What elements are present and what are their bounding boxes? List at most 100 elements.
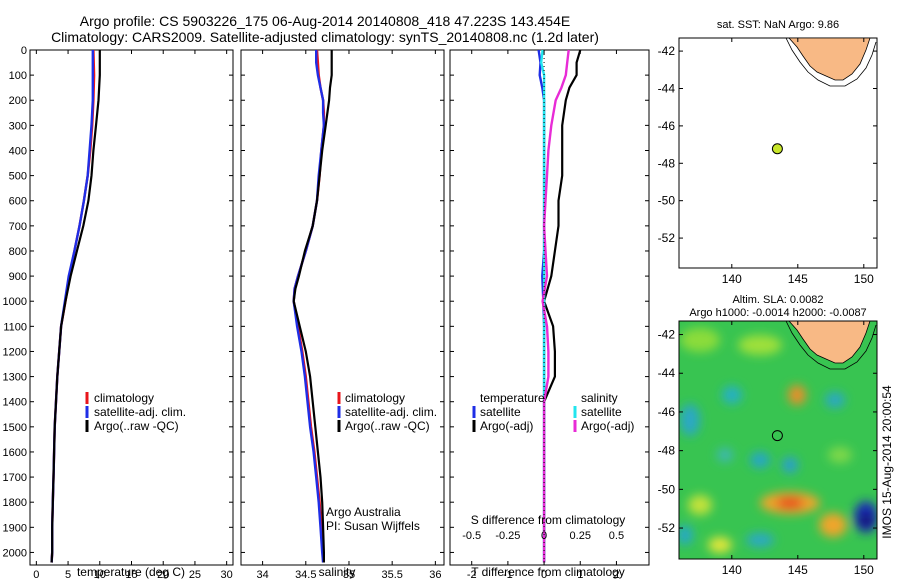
depth-tick-label: 1400 <box>3 397 27 409</box>
annotation-institution: Argo Australia <box>326 505 401 519</box>
top-tick-label: 0 <box>541 530 547 542</box>
x-tick-label: 0 <box>541 569 547 580</box>
difference-x-axis-label: T difference from climatology <box>471 565 625 579</box>
temperature-series-layer <box>50 49 101 563</box>
lat-tick-label: -44 <box>658 81 676 95</box>
x-tick-label: 0 <box>33 569 39 580</box>
x-tick-label: 36 <box>429 569 441 580</box>
depth-tick-label: 200 <box>9 95 27 107</box>
legend-label-temp-argo: Argo(-adj) <box>480 419 533 433</box>
salinity-x-axis-label: salinity <box>319 565 356 579</box>
salinity-series-layer <box>292 49 333 563</box>
x-tick-label: 10 <box>94 569 106 580</box>
top-tick-label: -0.25 <box>495 530 520 542</box>
lon-tick-label: 150 <box>854 272 874 286</box>
lat-tick-label: -52 <box>658 231 676 245</box>
x-tick-label: 30 <box>221 569 233 580</box>
legend-label-satellite: satellite-adj. clim. <box>94 405 186 419</box>
sst-coastline-contour <box>785 38 877 87</box>
depth-tick-label: 700 <box>9 221 27 233</box>
annotation-pi: PI: Susan Wijffels <box>326 519 420 533</box>
lat-tick-label: -42 <box>658 44 676 58</box>
top-tick-label: -0.5 <box>462 530 481 542</box>
depth-tick-label: 600 <box>9 196 27 208</box>
lat-tick-label: -46 <box>658 405 676 419</box>
lat-tick-label: -50 <box>658 194 676 208</box>
legend-header-salinity: salinity <box>581 391 618 405</box>
series-line-salinity-argo-adj- <box>541 49 570 563</box>
lat-tick-label: -48 <box>658 444 676 458</box>
sla-anomaly <box>717 448 733 462</box>
temperature-legend: climatology satellite-adj. clim. Argo(..… <box>85 391 186 433</box>
argo-float-marker <box>771 143 783 155</box>
sla-coastline-contour <box>785 321 877 370</box>
legend-label-argo: Argo(..raw -QC) <box>94 419 179 433</box>
depth-tick-label: 1900 <box>3 522 27 534</box>
series-line-argo-raw-qc- <box>292 50 333 563</box>
x-tick-label: 35.5 <box>381 569 402 580</box>
x-tick-label: 1 <box>577 569 583 580</box>
legend-label-climatology: climatology <box>94 391 154 405</box>
depth-tick-label: 1800 <box>3 497 27 509</box>
legend-label-climatology: climatology <box>345 391 405 405</box>
x-tick-label: 15 <box>125 569 137 580</box>
legend-header-temperature: temperature <box>480 391 545 405</box>
timestamp-side-label: IMOS 15-Aug-2014 20:00:54 <box>880 385 894 539</box>
lat-tick-label: -52 <box>658 521 676 535</box>
depth-tick-label: 1600 <box>3 447 27 459</box>
sla-anomaly <box>679 525 693 545</box>
x-tick-label: 20 <box>157 569 169 580</box>
legend-label-argo: Argo(..raw -QC) <box>345 419 430 433</box>
x-tick-label: -1 <box>503 569 513 580</box>
top-tick-label: 0.25 <box>570 530 591 542</box>
sla-anomaly <box>708 537 732 553</box>
argo-float-marker <box>771 430 783 442</box>
legend-label-sal-argo: Argo(-adj) <box>581 419 634 433</box>
depth-tick-label: 2000 <box>3 547 27 559</box>
sla-anomaly <box>819 513 847 537</box>
salinity-plot-area <box>240 49 445 566</box>
axes-layer: 0100200300400500600700800900100011001200… <box>3 45 649 580</box>
sla-map-plot-area <box>678 320 878 560</box>
depth-tick-label: 1300 <box>3 372 27 384</box>
sla-anomaly <box>738 335 782 355</box>
depth-tick-label: 500 <box>9 171 27 183</box>
sla-anomaly <box>688 495 712 515</box>
legend-label-satellite: satellite-adj. clim. <box>345 405 437 419</box>
sst-map-title: sat. SST: NaN Argo: 9.86 <box>717 19 839 31</box>
lon-tick-label: 140 <box>722 563 742 577</box>
lat-tick-label: -50 <box>658 482 676 496</box>
lon-tick-label: 140 <box>722 272 742 286</box>
depth-tick-label: 400 <box>9 145 27 157</box>
difference-plot-area <box>449 49 650 566</box>
depth-tick-label: 900 <box>9 271 27 283</box>
depth-tick-label: 0 <box>21 45 27 57</box>
sla-anomaly <box>782 457 798 473</box>
depth-tick-label: 1700 <box>3 472 27 484</box>
difference-top-axis-label: S difference from climatology <box>471 513 626 527</box>
depth-tick-label: 800 <box>9 246 27 258</box>
sla-anomaly <box>776 497 804 509</box>
depth-tick-label: 1100 <box>3 321 27 333</box>
sla-anomaly <box>750 452 770 468</box>
sla-map-title-line2: Argo h1000: -0.0014 h2000: -0.0087 <box>689 307 866 319</box>
x-tick-label: 35 <box>343 569 355 580</box>
sla-map: Altim. SLA: 0.0082 Argo h1000: -0.0014 h… <box>658 294 878 577</box>
sla-land-tasmania <box>788 321 871 364</box>
salinity-legend: climatology satellite-adj. clim. Argo(..… <box>326 391 437 533</box>
depth-tick-label: 1200 <box>3 346 27 358</box>
sla-anomaly <box>788 385 806 405</box>
lon-tick-label: 145 <box>788 272 808 286</box>
chart-title-line2: Climatology: CARS2009. Satellite-adjuste… <box>51 29 599 45</box>
sla-anomaly <box>828 447 852 463</box>
depth-tick-label: 1500 <box>3 422 27 434</box>
sla-anomaly <box>746 533 774 547</box>
lon-tick-label: 150 <box>854 563 874 577</box>
sst-land-tasmania <box>788 38 871 81</box>
depth-tick-label: 100 <box>9 70 27 82</box>
top-tick-label: 0.5 <box>609 530 624 542</box>
sla-anomaly <box>722 386 742 404</box>
legend-label-sal-satellite: satellite <box>581 405 622 419</box>
temperature-plot-area <box>29 49 234 566</box>
